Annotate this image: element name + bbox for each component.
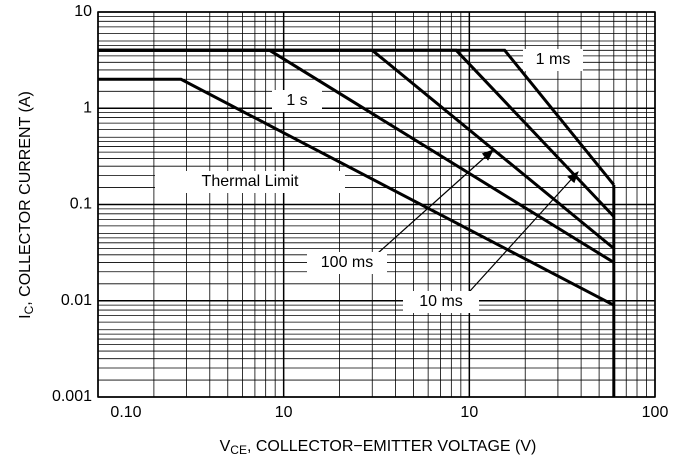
y-tick-label: 10 — [74, 3, 92, 20]
x-axis-title-sub: CE — [230, 443, 247, 457]
label-arrow — [377, 149, 494, 254]
y-tick-label: 0.001 — [52, 388, 92, 405]
series-label: 1 s — [286, 92, 307, 109]
y-tick-label: 1 — [83, 99, 92, 116]
y-axis-title-main: I — [17, 314, 34, 318]
label-background — [307, 252, 387, 274]
label-background — [403, 291, 479, 313]
label-background — [523, 49, 583, 71]
x-axis-title: VCE, COLLECTOR−EMITTER VOLTAGE (V) — [220, 438, 537, 457]
series-label: 100 ms — [321, 254, 373, 271]
sol-curve — [98, 48, 615, 264]
label-background — [155, 171, 345, 193]
plot-frame — [97, 11, 656, 398]
sol-curve — [98, 77, 615, 307]
x-axis-title-main: V — [220, 438, 231, 455]
y-axis-title-sub: C — [22, 305, 36, 314]
series-label: 10 ms — [419, 293, 463, 310]
y-axis-title: IC, COLLECTOR CURRENT (A) — [17, 91, 36, 319]
x-tick-label: 10 — [460, 404, 478, 421]
x-tick-label: 0.10 — [110, 404, 141, 421]
y-tick-label: 0.01 — [61, 292, 92, 309]
series-label: Thermal Limit — [202, 173, 299, 190]
label-background — [272, 90, 322, 112]
x-tick-label: 100 — [642, 404, 669, 421]
x-tick-label: 10 — [275, 404, 293, 421]
y-axis-title-rest: , COLLECTOR CURRENT (A) — [17, 91, 34, 306]
x-axis-title-rest: , COLLECTOR−EMITTER VOLTAGE (V) — [247, 438, 536, 455]
y-tick-label: 0.1 — [70, 196, 92, 213]
series-label: 1 ms — [536, 51, 571, 68]
label-arrow — [469, 171, 579, 292]
sol-curve — [98, 48, 615, 186]
